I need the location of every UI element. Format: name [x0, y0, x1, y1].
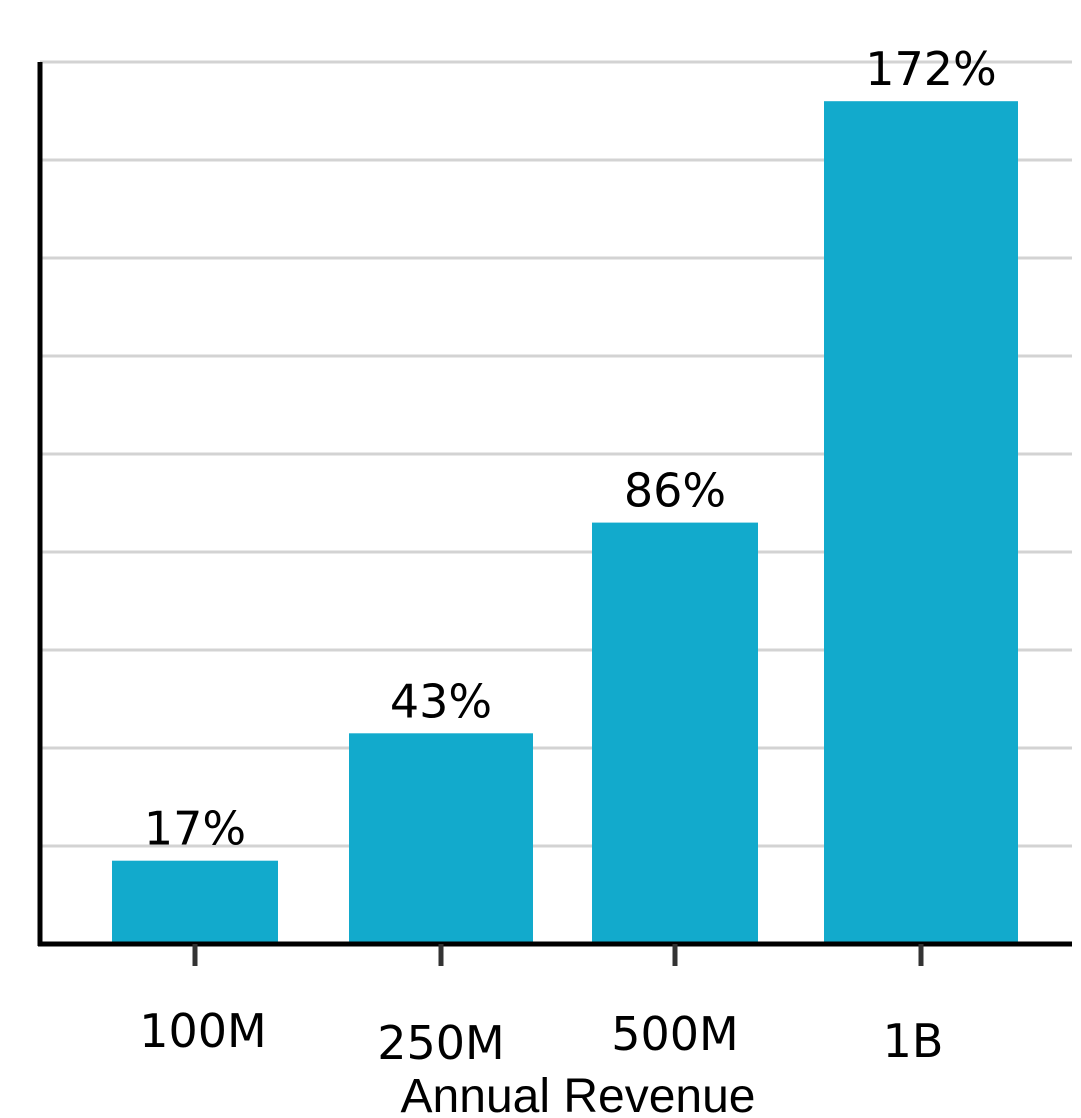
data-label: 43%: [390, 674, 492, 728]
x-tick-label: 250M: [377, 1016, 505, 1070]
data-label: 172%: [865, 42, 997, 96]
x-ticks: [192, 944, 924, 966]
x-tick-label: 100M: [139, 1004, 267, 1058]
gridlines: [40, 60, 1072, 848]
x-axis-title: Annual Revenue: [401, 1070, 756, 1118]
x-tick-label: 1B: [883, 1014, 944, 1068]
data-label: 86%: [624, 464, 726, 518]
data-label: 17%: [144, 802, 246, 856]
bar-250m: [349, 733, 533, 944]
x-tick-label: 500M: [611, 1007, 739, 1061]
bar-100m: [112, 860, 278, 944]
bar-1b: [824, 101, 1018, 944]
axes: [37, 62, 1072, 947]
bar-500m: [592, 522, 758, 944]
labels: 17% 100M 43% 250M 86% 500M 172% 1B: [139, 42, 997, 1070]
bars: [112, 101, 1018, 944]
